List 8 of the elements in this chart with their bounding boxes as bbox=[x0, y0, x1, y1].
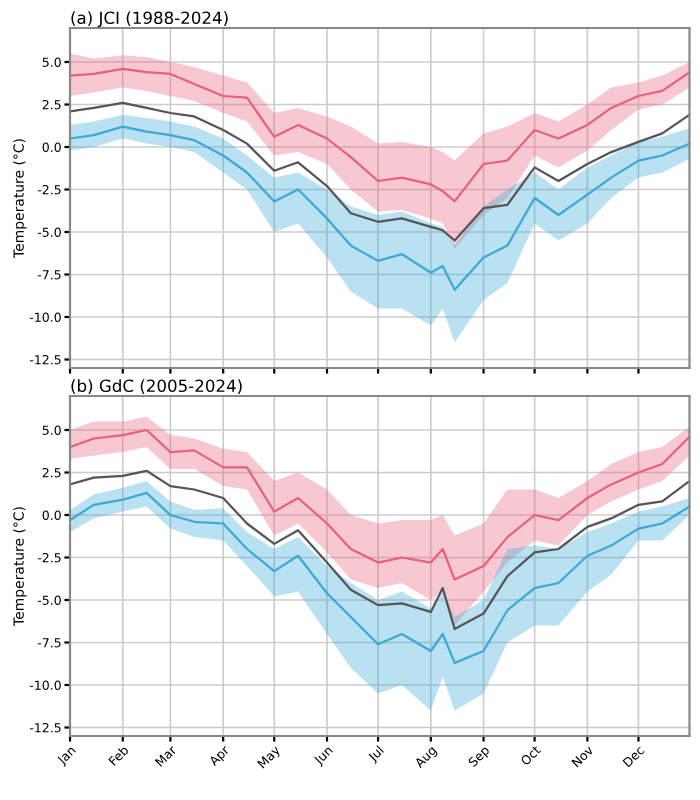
line-series bbox=[70, 428, 690, 581]
line-series bbox=[70, 469, 690, 631]
chart-title: (a) JCI (1988-2024) bbox=[71, 11, 228, 28]
line-series bbox=[70, 491, 690, 665]
line-series bbox=[70, 67, 690, 203]
line-series bbox=[70, 125, 690, 291]
chart-title: (b) GdC (2005-2024) bbox=[71, 379, 242, 395]
line-series bbox=[70, 101, 690, 242]
